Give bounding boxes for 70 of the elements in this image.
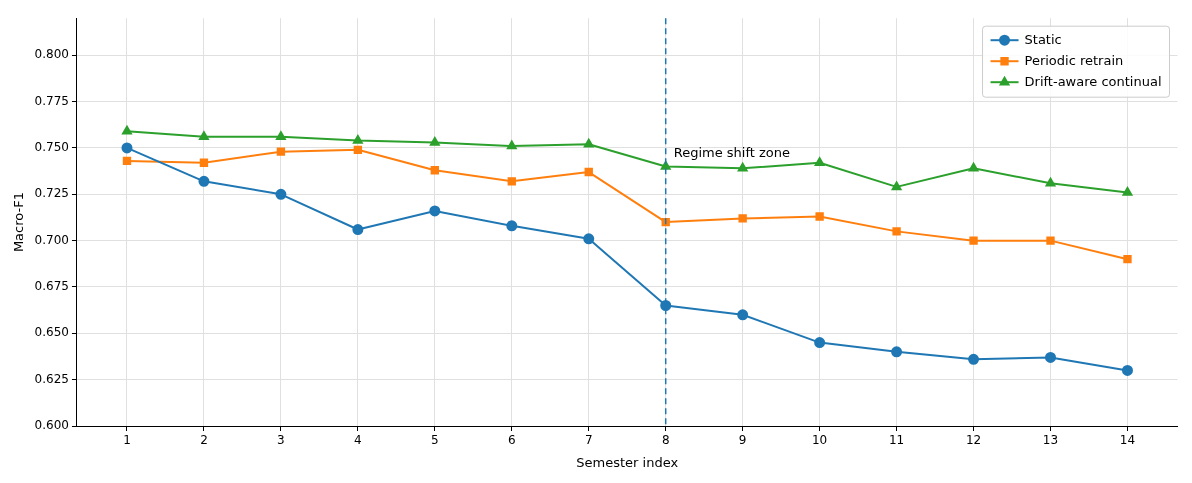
x-tick-label: 9 [738,433,747,448]
point [430,166,440,175]
point [1045,351,1057,363]
y-axis-title: Macro-F1 [11,192,27,253]
point [276,131,286,141]
point [352,135,363,144]
point [429,136,440,146]
ref-line-label: Regime shift zone [673,144,791,160]
point [352,224,364,236]
point [199,158,209,167]
point [968,162,979,172]
x-tick-label: 1 [123,433,131,448]
x-tick-label: 3 [277,433,285,448]
point [583,233,595,245]
point [429,205,441,217]
y-tick-label: 0.675 [34,279,69,294]
point [1121,364,1133,376]
legend-label: Static [1024,31,1062,47]
x-tick-label: 4 [354,433,362,448]
point [198,175,210,187]
x-tick-label: 7 [584,433,593,448]
point [507,177,516,186]
point [121,142,133,154]
x-tick-label: 10 [811,433,828,448]
legend-label: Periodic retrain [1024,52,1124,68]
y-tick-label: 0.725 [34,186,69,201]
point [1122,186,1133,196]
point [583,138,594,148]
point [892,227,901,236]
point [276,147,286,156]
point [969,236,978,245]
point [660,300,672,312]
x-tick-label: 13 [1042,433,1059,448]
y-tick-label: 0.600 [34,418,69,433]
point [199,131,209,141]
point [1045,177,1056,187]
point [353,145,363,154]
x-axis-title: Semester index [576,454,679,470]
point [968,353,980,365]
point [122,125,132,135]
point [506,220,518,232]
x-tick-label: 12 [965,433,982,448]
y-tick-label: 0.625 [34,371,69,386]
legend-label: Drift-aware continual [1024,73,1162,89]
y-tick-label: 0.775 [34,93,69,108]
point [1046,236,1055,245]
point [891,181,902,191]
point [660,160,671,170]
x-tick-label: 6 [507,433,516,448]
point [814,337,826,349]
x-tick-label: 8 [661,433,670,448]
point [737,162,748,172]
point [275,188,287,200]
point [815,212,824,221]
y-tick-label: 0.700 [34,232,69,247]
point [584,167,593,177]
point [506,140,517,150]
x-tick-label: 11 [888,433,905,448]
point [738,214,747,223]
x-tick-label: 2 [200,433,208,448]
x-tick-label: 5 [431,433,439,448]
x-tick-label: 14 [1119,433,1136,448]
point [1123,254,1132,264]
y-tick-label: 0.650 [34,325,69,340]
y-tick-label: 0.800 [34,47,69,62]
point [814,157,825,167]
point [737,309,749,321]
point [122,156,132,166]
point [891,346,903,358]
y-tick-label: 0.750 [34,140,69,155]
